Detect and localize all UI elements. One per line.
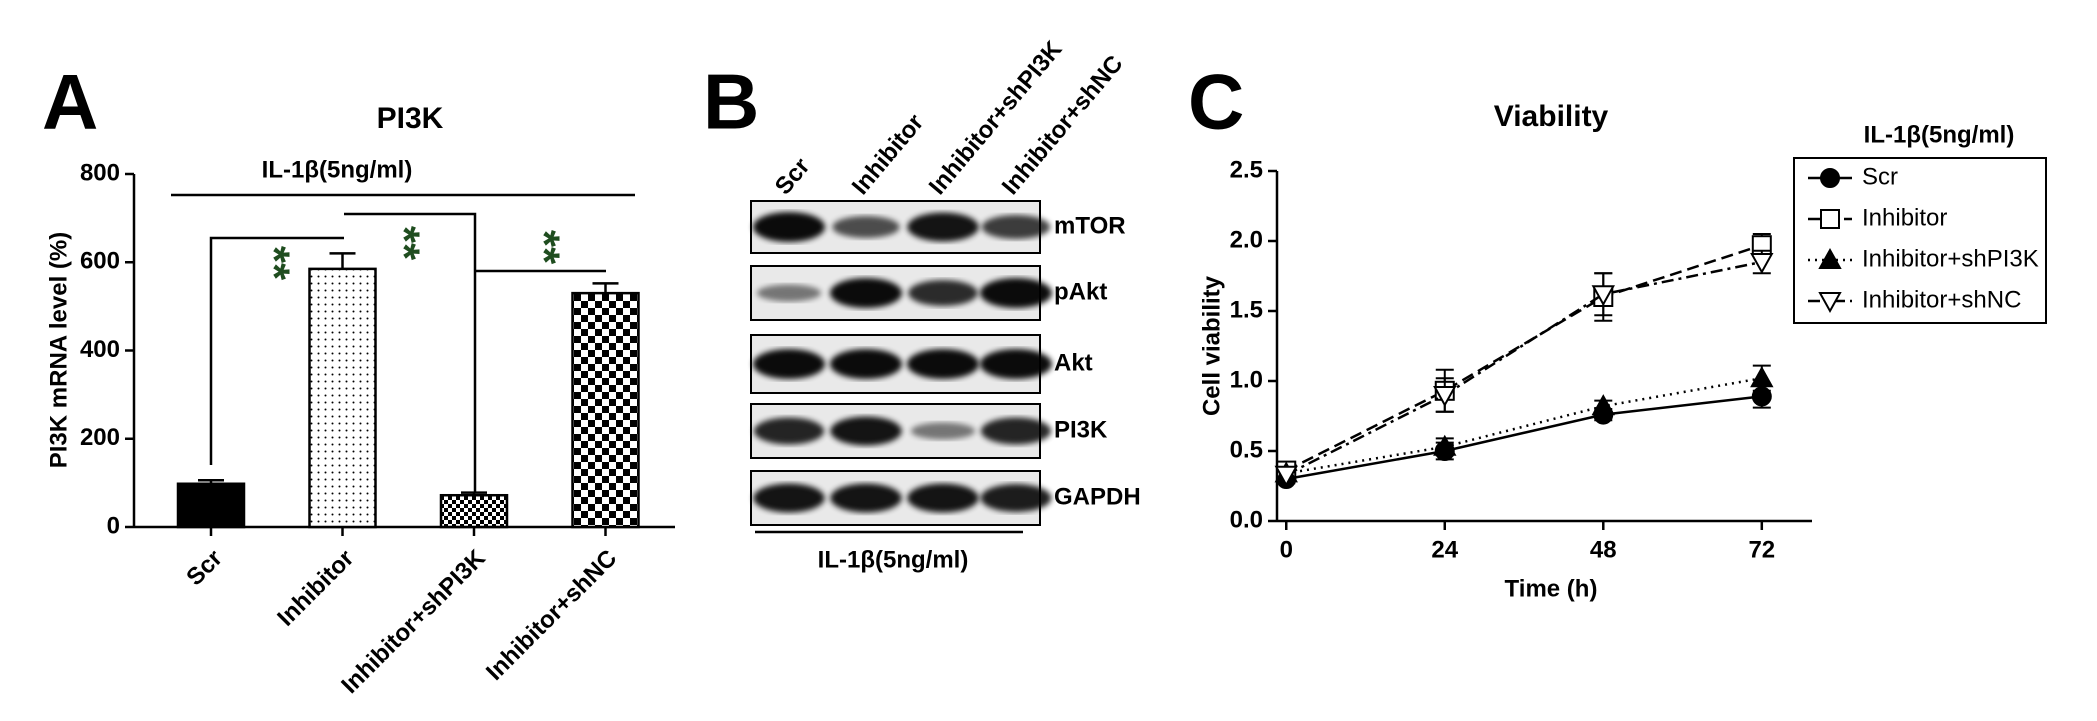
x-tick-label: Inhibitor+shPI3K: [336, 544, 491, 699]
marker: [1433, 434, 1457, 456]
chart-title: Viability: [1494, 100, 1609, 133]
marker: [1591, 285, 1615, 307]
blot-band: [980, 349, 1052, 379]
blot-band: [753, 212, 825, 242]
marker: [1433, 386, 1457, 408]
x-tick-label: 48: [1590, 536, 1617, 563]
blot-band: [907, 212, 979, 242]
legend-title: IL-1β(5ng/ml): [1864, 121, 2015, 148]
significance-bracket: [344, 212, 477, 492]
y-tick-label: 1.5: [1230, 296, 1263, 323]
blot-band: [830, 278, 902, 308]
bar: [439, 493, 509, 529]
legend-label: Scr: [1862, 163, 1898, 190]
annotation: IL-1β(5ng/ml): [262, 156, 413, 183]
protein-label: PI3K: [1054, 416, 1108, 443]
blot-band: [907, 349, 979, 379]
y-tick-label: 2.5: [1230, 156, 1263, 183]
y-tick-label: 0.0: [1230, 506, 1263, 533]
marker: [1820, 168, 1840, 188]
protein-label: mTOR: [1054, 212, 1126, 239]
series-line: [1286, 376, 1763, 475]
panel-b: B IL-1β(5ng/ml) mTOR pAkt Akt PI3K GAPDH Scr I…: [703, 35, 1141, 573]
marker: [1818, 247, 1842, 269]
x-tick-label: 24: [1431, 536, 1458, 563]
y-tick-label: 1.0: [1230, 366, 1263, 393]
marker: [1820, 209, 1840, 229]
marker: [1818, 292, 1842, 314]
blot-band: [907, 483, 979, 513]
marker: [1274, 465, 1298, 487]
x-tick-label: 72: [1748, 536, 1775, 563]
y-tick-label: 400: [80, 336, 120, 363]
y-tick-label: 0: [107, 512, 120, 539]
lane-label: Inhibitor+shPI3K: [924, 35, 1068, 199]
y-tick-label: 200: [80, 424, 120, 451]
marker: [1591, 394, 1615, 416]
annotation: IL-1β(5ng/ml): [818, 546, 969, 573]
blot-band: [753, 349, 825, 379]
legend-label: Inhibitor: [1862, 204, 1947, 231]
marker: [1750, 253, 1774, 275]
lane-label: Scr: [770, 153, 816, 200]
panel-letter: A: [42, 58, 98, 146]
panel-a: A PI3K IL-1β(5ng/ml) PI3K mRNA level (%)…: [42, 58, 675, 699]
series-line: [1285, 244, 1763, 472]
significance-bracket: [209, 236, 344, 465]
panel-letter: B: [703, 58, 759, 146]
blot-band: [832, 216, 900, 238]
panel-letter: C: [1188, 58, 1244, 146]
y-axis-label: PI3K mRNA level (%): [45, 232, 72, 469]
y-tick-label: 0.5: [1230, 436, 1263, 463]
x-tick-label: 0: [1280, 536, 1293, 563]
x-tick-label: Inhibitor+shNC: [481, 545, 622, 686]
y-tick-label: 800: [80, 159, 120, 186]
blot-band: [756, 284, 822, 302]
protein-label: GAPDH: [1054, 483, 1141, 510]
series-line: [1286, 395, 1762, 481]
blot-band: [980, 417, 1052, 445]
lane-label: Inhibitor: [847, 109, 929, 200]
x-axis-label: Time (h): [1505, 575, 1598, 602]
x-tick-label: Scr: [181, 545, 227, 591]
panel-c: C Viability Cell viability Time (h) IL-1…: [1188, 58, 2047, 602]
blot-band: [753, 417, 825, 445]
significance-mark: **: [379, 226, 428, 261]
blot-band: [830, 349, 902, 379]
marker: [1750, 366, 1774, 388]
y-tick-label: 600: [80, 248, 120, 275]
blot-band: [753, 483, 825, 513]
legend-label: Inhibitor+shNC: [1862, 286, 2021, 313]
protein-label: Akt: [1054, 349, 1093, 376]
blot-band: [830, 483, 902, 513]
chart-title: PI3K: [377, 102, 444, 135]
significance-mark: **: [519, 230, 568, 265]
bar: [571, 291, 640, 529]
blot-band: [981, 215, 1051, 239]
legend-label: Inhibitor+shPI3K: [1862, 245, 2039, 272]
blot-band: [980, 278, 1052, 308]
y-axis-label: Cell viability: [1198, 275, 1225, 416]
significance-mark: **: [249, 246, 298, 281]
bar: [176, 482, 246, 529]
protein-label: pAkt: [1054, 278, 1107, 305]
blot-band: [980, 484, 1052, 512]
bar: [308, 267, 377, 529]
y-tick-label: 2.0: [1230, 226, 1263, 253]
blot-band: [830, 416, 902, 446]
blot-band: [910, 422, 976, 440]
series-line: [1285, 260, 1763, 476]
x-tick-label: Inhibitor: [272, 545, 359, 632]
blot-band: [908, 280, 978, 306]
